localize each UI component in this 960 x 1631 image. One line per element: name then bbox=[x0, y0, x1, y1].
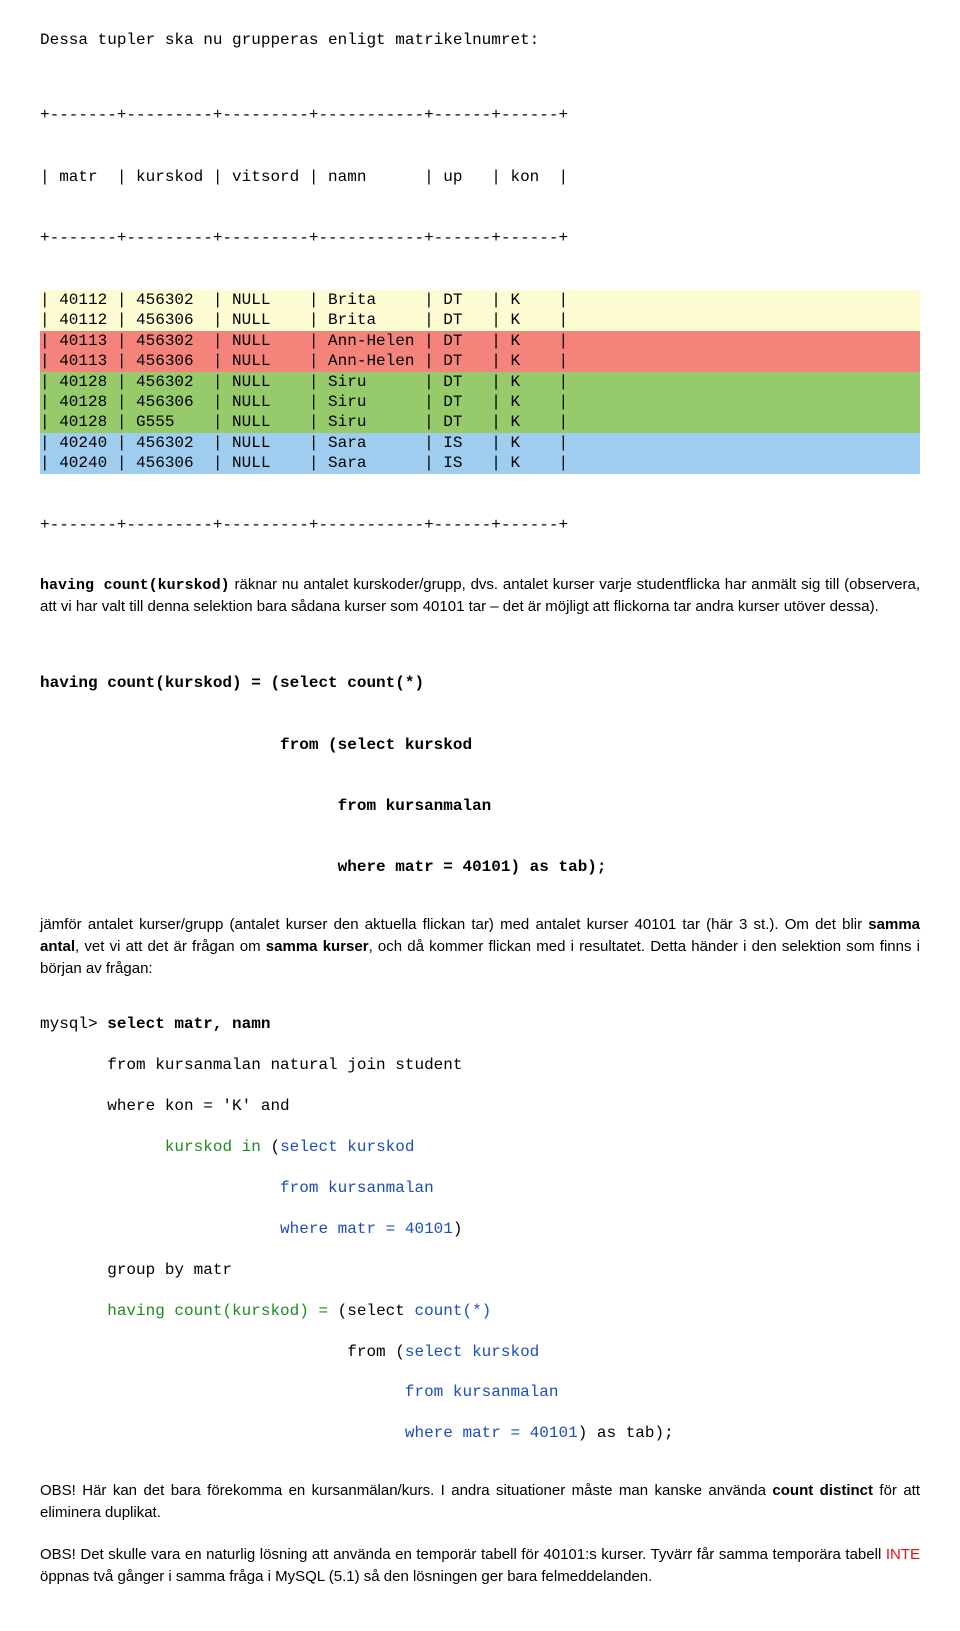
code-inline: having count(kurskod) bbox=[40, 577, 230, 594]
code-line: group by matr bbox=[40, 1260, 920, 1280]
table-row: | 40112 | 456306 | NULL | Brita | DT | K… bbox=[40, 310, 920, 330]
code-line: from (select kurskod bbox=[40, 735, 920, 755]
code-part: ( bbox=[270, 1138, 280, 1156]
warn-text: INTE bbox=[886, 1546, 920, 1563]
code-part bbox=[40, 1302, 107, 1320]
code-part: where matr = 40101 bbox=[280, 1220, 453, 1238]
code-part: from ( bbox=[347, 1343, 405, 1361]
code-part: count(*) bbox=[414, 1302, 491, 1320]
table-row: | 40113 | 456302 | NULL | Ann-Helen | DT… bbox=[40, 331, 920, 351]
code-part: where matr = 40101 bbox=[405, 1424, 578, 1442]
code-line: from kursanmalan bbox=[40, 796, 920, 816]
paragraph-obs1: OBS! Här kan det bara förekomma en kursa… bbox=[40, 1480, 920, 1524]
paragraph-text: OBS! Det skulle vara en naturlig lösning… bbox=[40, 1546, 886, 1563]
table-row: | 40112 | 456302 | NULL | Brita | DT | K… bbox=[40, 290, 920, 310]
paragraph-text: jämför antalet kurser/grupp (antalet kur… bbox=[40, 916, 868, 933]
code-part: having count(kurskod) = bbox=[107, 1302, 337, 1320]
code-block-having: having count(kurskod) = (select count(*)… bbox=[40, 632, 920, 898]
paragraph-text: OBS! Här kan det bara förekomma en kursa… bbox=[40, 1482, 772, 1499]
table-row: | 40240 | 456302 | NULL | Sara | IS | K … bbox=[40, 433, 920, 453]
code-part bbox=[40, 1138, 165, 1156]
code-block-sql: mysql> select matr, namn from kursanmala… bbox=[40, 994, 920, 1465]
paragraph-text: , vet vi att det är frågan om bbox=[75, 938, 266, 955]
code-part bbox=[40, 1424, 405, 1442]
code-part: mysql> bbox=[40, 1015, 107, 1033]
ascii-table: +-------+---------+---------+-----------… bbox=[40, 64, 920, 555]
table-header: | matr | kurskod | vitsord | namn | up |… bbox=[40, 167, 920, 187]
code-part bbox=[40, 1220, 280, 1238]
table-row: | 40128 | G555 | NULL | Siru | DT | K | bbox=[40, 412, 920, 432]
code-part: from kursanmalan bbox=[405, 1383, 559, 1401]
code-part: ) bbox=[453, 1220, 463, 1238]
paragraph-having-count: having count(kurskod) räknar nu antalet … bbox=[40, 574, 920, 619]
table-row: | 40113 | 456306 | NULL | Ann-Helen | DT… bbox=[40, 351, 920, 371]
paragraph-obs2: OBS! Det skulle vara en naturlig lösning… bbox=[40, 1544, 920, 1588]
table-border: +-------+---------+---------+-----------… bbox=[40, 105, 920, 125]
code-part bbox=[40, 1343, 347, 1361]
intro-line: Dessa tupler ska nu grupperas enligt mat… bbox=[40, 30, 920, 50]
code-line: where kon = 'K' and bbox=[40, 1096, 920, 1116]
code-part: from kursanmalan bbox=[280, 1179, 434, 1197]
table-row: | 40240 | 456306 | NULL | Sara | IS | K … bbox=[40, 453, 920, 473]
bold-text: count distinct bbox=[772, 1482, 873, 1499]
bold-text: samma kurser bbox=[266, 938, 369, 955]
code-part: ) as tab); bbox=[578, 1424, 674, 1442]
code-line: from kursanmalan natural join student bbox=[40, 1055, 920, 1075]
code-part bbox=[40, 1179, 280, 1197]
code-part: kurskod in bbox=[165, 1138, 271, 1156]
table-border: +-------+---------+---------+-----------… bbox=[40, 515, 920, 535]
code-part: select kurskod bbox=[280, 1138, 414, 1156]
code-part: select kurskod bbox=[405, 1343, 539, 1361]
paragraph-text: öppnas två gånger i samma fråga i MySQL … bbox=[40, 1568, 652, 1585]
code-part bbox=[40, 1383, 405, 1401]
table-border: +-------+---------+---------+-----------… bbox=[40, 228, 920, 248]
table-row: | 40128 | 456306 | NULL | Siru | DT | K … bbox=[40, 392, 920, 412]
code-line: where matr = 40101) as tab); bbox=[40, 857, 920, 877]
code-part: select matr, namn bbox=[107, 1015, 270, 1033]
paragraph-compare: jämför antalet kurser/grupp (antalet kur… bbox=[40, 914, 920, 979]
table-row: | 40128 | 456302 | NULL | Siru | DT | K … bbox=[40, 372, 920, 392]
code-line: having count(kurskod) = (select count(*) bbox=[40, 673, 920, 693]
code-part: (select bbox=[338, 1302, 415, 1320]
